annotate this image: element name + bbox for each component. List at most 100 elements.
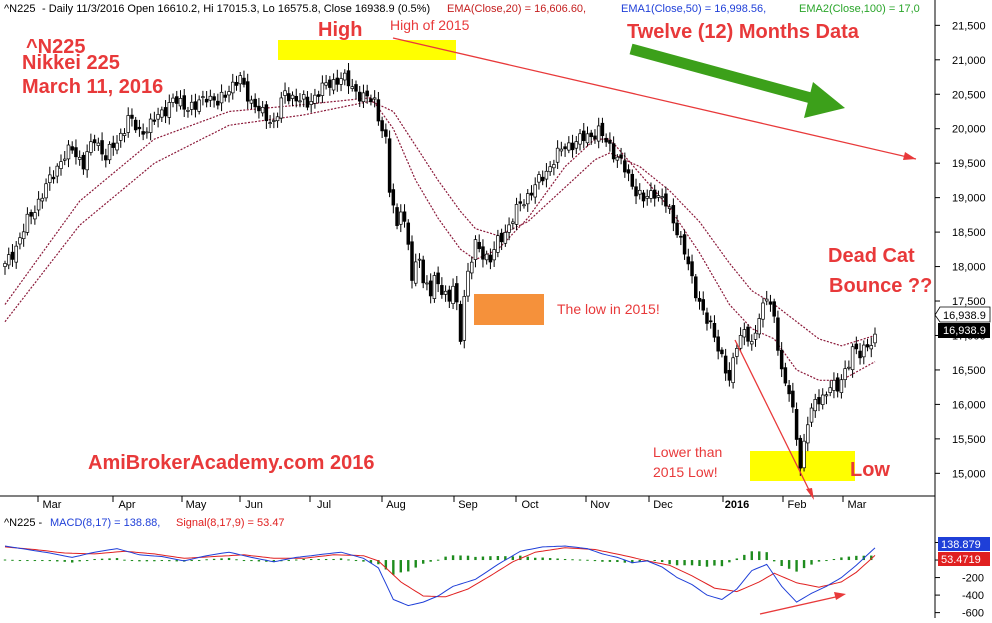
macd-histogram-bar	[160, 560, 164, 562]
candle-body	[384, 129, 388, 137]
macd-histogram-bar	[541, 557, 544, 561]
ema20-line	[4, 97, 876, 381]
high-2015-highlight	[278, 40, 456, 60]
price-x-tick-label: Mar	[848, 499, 867, 511]
candle-body	[160, 109, 164, 118]
candle-body	[742, 329, 747, 338]
candle-body	[421, 259, 425, 284]
macd-histogram-bar	[705, 560, 709, 567]
candle-body	[854, 343, 859, 350]
candle-body	[25, 213, 30, 233]
macd-histogram-bar	[660, 560, 664, 562]
candle-body	[395, 207, 399, 226]
candle-body	[29, 211, 33, 217]
candle-body	[201, 96, 205, 98]
candle-body	[484, 253, 489, 261]
price-x-tick-label: Feb	[788, 499, 807, 511]
candle-body	[290, 94, 295, 99]
price-x-tick-label: Oct	[521, 499, 538, 511]
candle-body	[279, 97, 284, 119]
candle-body	[328, 79, 332, 88]
candle-body	[511, 221, 515, 224]
macd-histogram-bar	[534, 557, 537, 561]
macd-histogram-bar	[257, 560, 261, 562]
macd-header-signal: Signal(8,17,9) = 53.47	[176, 517, 285, 529]
macd-histogram-bar	[317, 558, 320, 561]
candle-body	[305, 96, 310, 108]
macd-histogram-bar	[563, 558, 567, 561]
macd-divergence-arrowhead	[834, 592, 846, 600]
candle-body	[77, 156, 82, 160]
candle-body	[111, 142, 116, 148]
last-price-label-1: 16,938.9	[943, 310, 986, 322]
candle-body	[679, 235, 683, 238]
candle-body	[608, 140, 612, 144]
macd-histogram-bar	[631, 560, 634, 564]
candle-body	[458, 303, 463, 342]
macd-histogram-bar	[63, 560, 66, 562]
candle-body	[723, 355, 728, 374]
candle-body	[563, 146, 567, 150]
candle-body	[361, 92, 366, 103]
price-y-tick-label: 18,500	[952, 227, 986, 239]
candle-body	[320, 82, 325, 96]
candle-body	[335, 77, 340, 85]
candle-body	[615, 156, 620, 161]
price-x-tick-label: 2016	[725, 499, 749, 511]
candle-body	[525, 193, 530, 205]
annotation-bounce: Bounce ??	[829, 275, 932, 297]
candle-body	[664, 193, 668, 207]
candle-body	[798, 437, 803, 469]
candle-body	[533, 184, 537, 198]
candle-body	[298, 100, 302, 103]
candle-body	[74, 147, 78, 158]
macd-histogram-bar	[758, 551, 761, 561]
macd-histogram-bar	[840, 557, 843, 561]
macd-divergence-line	[759, 595, 841, 615]
candle-body	[40, 197, 45, 202]
candle-body	[272, 120, 276, 122]
candle-body	[287, 93, 291, 102]
candle-body	[835, 377, 840, 392]
annotation-title-name: Nikkei 225	[22, 52, 120, 74]
candle-body	[130, 114, 134, 119]
macd-histogram-bar	[772, 560, 776, 562]
macd-histogram-bar	[713, 560, 716, 566]
macd-histogram-bar	[728, 560, 731, 563]
macd-histogram-bar	[362, 560, 365, 562]
candle-body	[44, 183, 48, 199]
candle-body	[585, 133, 590, 144]
macd-histogram-bar	[444, 556, 447, 561]
macd-histogram-bar	[354, 560, 358, 562]
macd-histogram-bar	[48, 560, 52, 562]
macd-histogram-bar	[616, 560, 619, 563]
macd-histogram-bar	[287, 560, 290, 562]
candle-body	[436, 272, 440, 285]
candle-body	[794, 409, 799, 440]
price-x-tick-label: Jun	[245, 499, 263, 511]
candle-body	[219, 91, 224, 104]
macd-histogram-bar	[123, 559, 126, 561]
candle-body	[245, 81, 250, 102]
macd-histogram-bar	[459, 555, 462, 561]
macd-histogram-bar	[855, 555, 858, 561]
annotation-dead-cat: Dead Cat	[828, 245, 915, 267]
macd-histogram-bar	[399, 560, 402, 573]
macd-histogram-bar	[489, 556, 492, 561]
candle-body	[242, 77, 246, 85]
header-ticker: ^N225	[4, 3, 35, 15]
macd-histogram-bar	[100, 558, 104, 561]
macd-histogram-bar	[436, 559, 440, 561]
candle-body	[529, 192, 534, 196]
candle-body	[301, 94, 306, 100]
green-trend-arrow	[629, 43, 845, 118]
macd-histogram-bar	[339, 558, 343, 561]
header-ema20: EMA(Close,20) = 16,606.60,	[447, 3, 586, 15]
macd-histogram-bar	[795, 560, 798, 572]
macd-y-tick-label: -400	[962, 590, 984, 602]
macd-histogram-bar	[168, 560, 171, 562]
price-x-tick-label: Mar	[43, 499, 62, 511]
candle-body	[152, 119, 157, 122]
macd-histogram-bar	[302, 558, 305, 561]
